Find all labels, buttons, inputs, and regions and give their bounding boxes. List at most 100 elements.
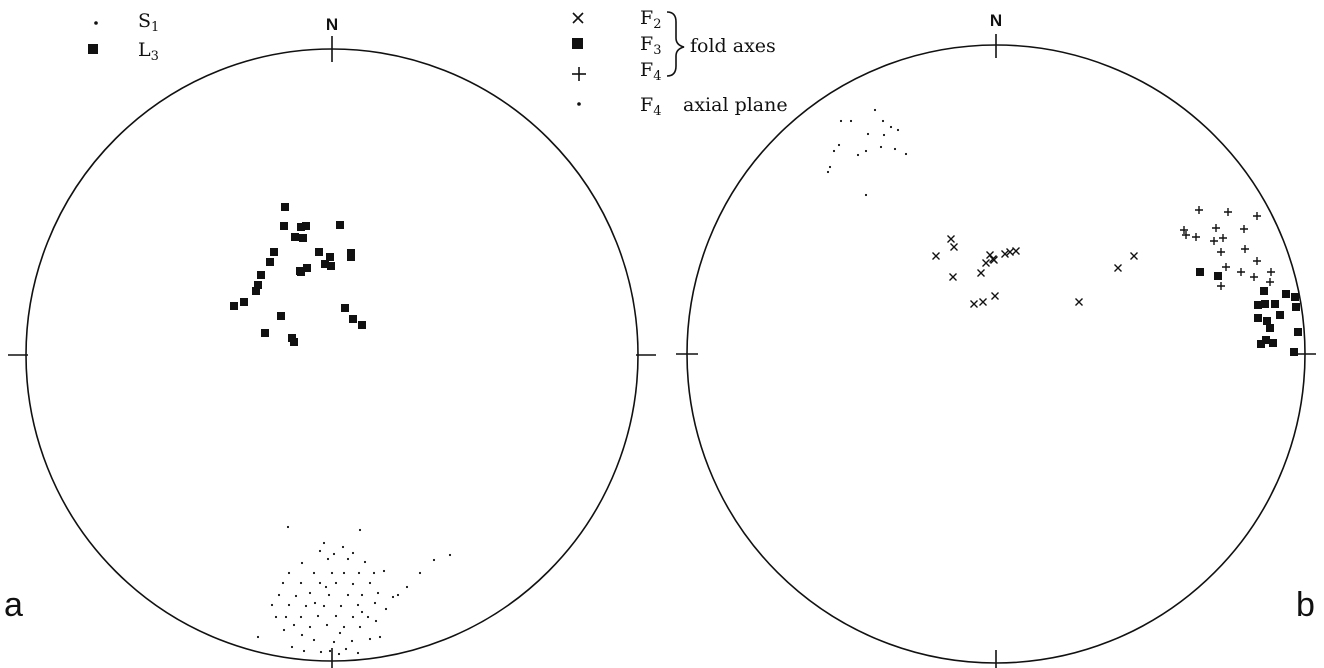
square-point-a (254, 281, 262, 289)
square-point-a (349, 315, 357, 323)
x-point-b (989, 255, 997, 263)
square-point-a (257, 271, 265, 279)
dot-point-a (374, 619, 378, 623)
dot-point-a (299, 581, 303, 585)
dot-point-a (356, 603, 360, 607)
dot-point-a (327, 593, 331, 597)
square-point-b (1261, 300, 1269, 308)
legend-b-plus-symbol (572, 67, 586, 81)
plus-point-b (1210, 237, 1218, 245)
square-point-b (1276, 311, 1284, 319)
square-point-a (315, 248, 323, 256)
square-point-b (1291, 293, 1299, 301)
plus-point-b (1217, 282, 1225, 290)
dot-point-a (316, 614, 320, 618)
plus-point-b (1237, 268, 1245, 276)
plus-point-b (1217, 248, 1225, 256)
dot-point-a (318, 549, 322, 553)
plus-point-b (1240, 225, 1248, 233)
legend-b-dot-symbol (577, 102, 581, 106)
dot-point-a (287, 571, 291, 575)
dot-point-a (274, 615, 278, 619)
square-point-b (1262, 336, 1270, 344)
dot-point-b (828, 165, 832, 169)
dot-point-a (360, 610, 364, 614)
dot-point-a (338, 631, 342, 635)
square-point-b (1254, 314, 1262, 322)
x-point-b (947, 235, 955, 243)
square-point-a (280, 222, 288, 230)
dot-point-a (312, 638, 316, 642)
dot-point-a (294, 594, 298, 598)
square-point-a (266, 258, 274, 266)
stereonet-a: N a S1 L3 (4, 10, 656, 668)
plus-point-b (1192, 233, 1200, 241)
dot-point-a (308, 591, 312, 595)
dot-point-a (313, 601, 317, 605)
square-point-a (326, 253, 334, 261)
dot-point-a (358, 528, 362, 532)
dot-point-b (893, 147, 897, 151)
square-point-b (1292, 303, 1300, 311)
x-point-b (991, 292, 999, 300)
x-point-b (979, 298, 987, 306)
dot-point-a (342, 571, 346, 575)
panel-b-letter: b (1296, 586, 1315, 624)
legend-a-item-l3: L3 (138, 39, 159, 64)
stereonet-a-plot (230, 203, 452, 656)
dot-point-b (856, 153, 860, 157)
dot-point-a (346, 557, 350, 561)
square-point-b (1271, 300, 1279, 308)
legend-a-dot-symbol (94, 21, 98, 25)
square-point-b (1260, 287, 1268, 295)
dot-point-a (286, 525, 290, 529)
plus-point-b (1253, 257, 1261, 265)
square-point-b (1282, 290, 1290, 298)
dot-point-a (326, 557, 330, 561)
x-point-b (1006, 248, 1014, 256)
dot-point-b (904, 152, 908, 156)
x-point-b (950, 243, 958, 251)
dot-point-a (376, 591, 380, 595)
dot-point-a (382, 569, 386, 573)
dot-point-b (837, 143, 841, 147)
dot-point-a (319, 650, 323, 654)
square-point-b (1254, 301, 1262, 309)
legend-a-item-s1: S1 (138, 10, 159, 35)
dot-point-a (300, 633, 304, 637)
dot-point-a (292, 623, 296, 627)
square-point-a (277, 312, 285, 320)
square-point-a (270, 248, 278, 256)
square-point-a (281, 203, 289, 211)
legend-b-item-f4-axial: F4 (640, 94, 661, 119)
dot-point-a (342, 625, 346, 629)
dot-point-b (832, 149, 836, 153)
x-point-b (932, 252, 940, 260)
dot-point-a (344, 647, 348, 651)
dot-point-a (341, 545, 345, 549)
legend-b-axial-plane-note: axial plane (683, 94, 788, 116)
dot-point-a (284, 615, 288, 619)
dot-point-a (318, 581, 322, 585)
dot-point-a (330, 571, 334, 575)
dot-point-a (448, 553, 452, 557)
dot-point-a (350, 639, 354, 643)
x-point-b (1130, 252, 1138, 260)
x-point-b (1114, 264, 1122, 272)
dot-point-a (351, 582, 355, 586)
dot-point-a (277, 593, 281, 597)
legend-b-x-symbol (572, 12, 584, 24)
dot-point-a (281, 581, 285, 585)
dot-point-b (889, 125, 893, 129)
dot-point-a (339, 604, 343, 608)
legend-b: F2 F3 F4 F4 axial plane fold axes (572, 7, 788, 119)
square-point-b (1214, 272, 1222, 280)
dot-point-a (287, 603, 291, 607)
dot-point-a (363, 560, 367, 564)
dot-point-a (332, 640, 336, 644)
dot-point-a (332, 552, 336, 556)
dot-point-a (256, 635, 260, 639)
square-point-b (1263, 317, 1271, 325)
dot-point-b (849, 119, 853, 123)
legend-b-item-f3: F3 (640, 33, 661, 58)
